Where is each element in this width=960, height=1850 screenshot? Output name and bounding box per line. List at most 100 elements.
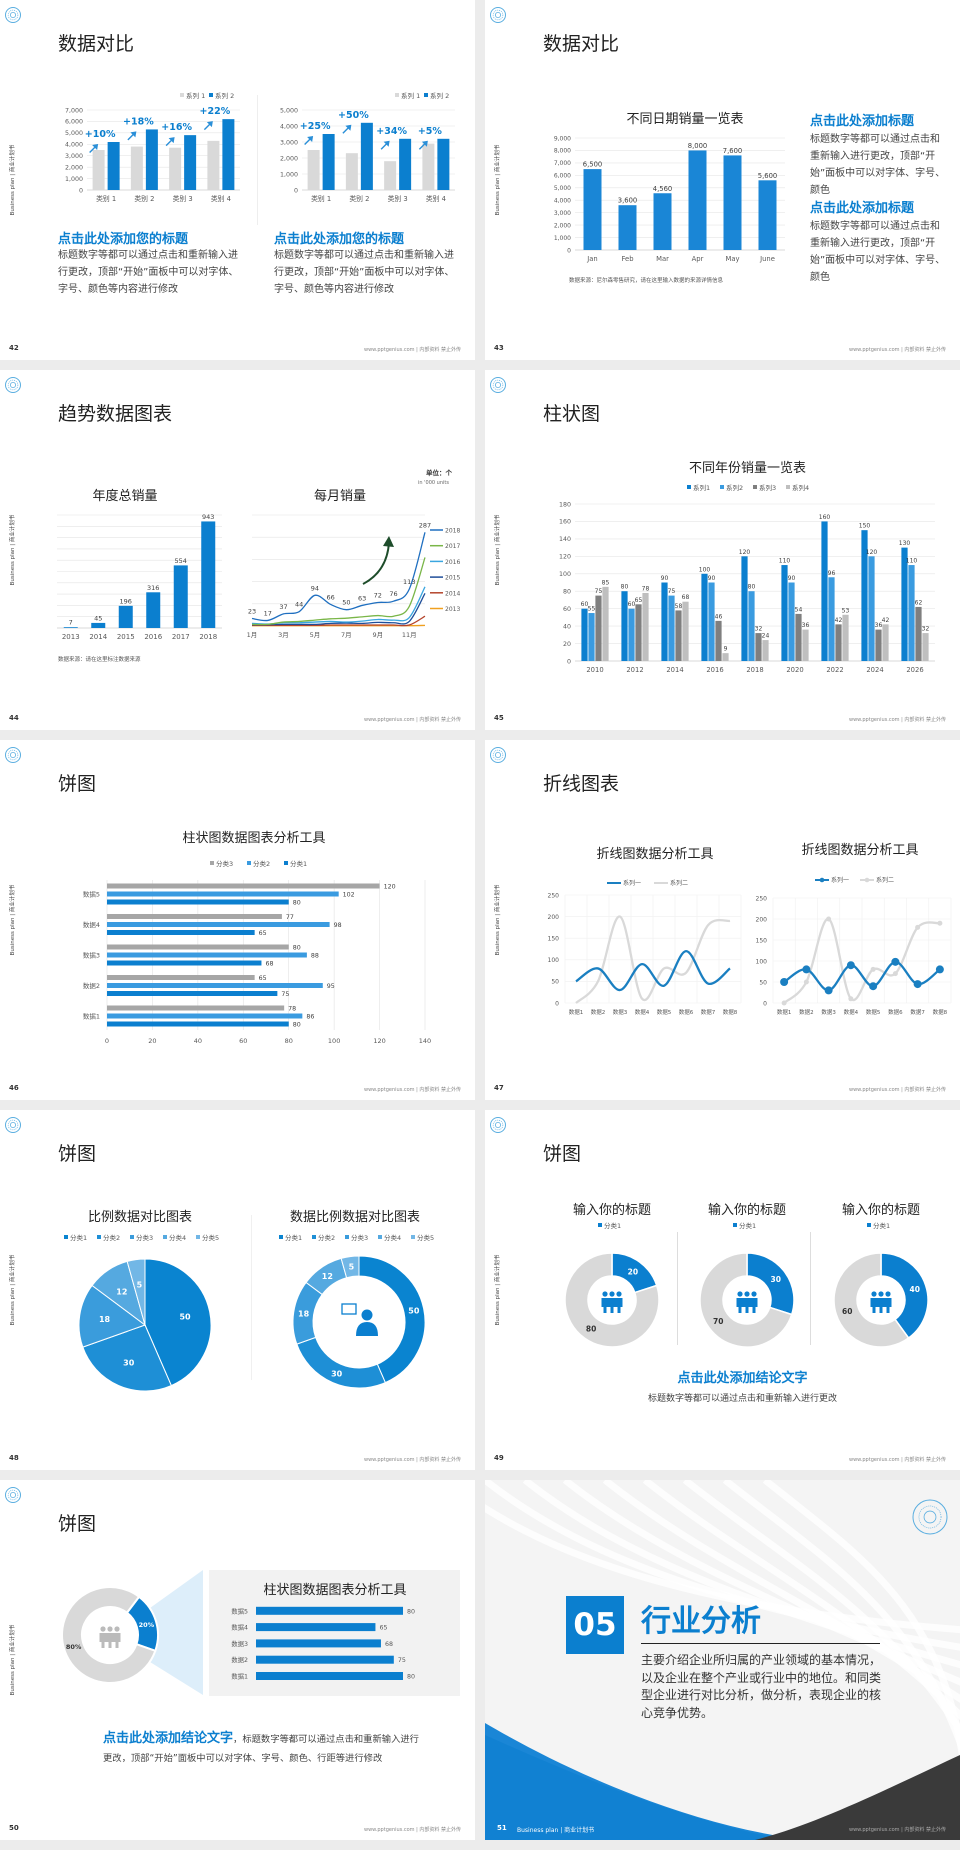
- arrow-up-right-icon: [304, 136, 314, 145]
- slide-canvas: [485, 1480, 960, 1840]
- conclusion[interactable]: 点击此处添加结论文字，标题数字等都可以通过点击和重新输入进行更改，顶部“开始”面…: [103, 1729, 421, 1768]
- y-tick-label: 200: [756, 916, 768, 923]
- data-label: 65: [259, 930, 267, 937]
- x-tick-label: 1月: [247, 631, 258, 639]
- body-1[interactable]: 标题数字等都可以通过点击和重新输入进行更改，顶部“开始”面板中可以对字体、字号、…: [810, 134, 946, 196]
- legend-swatch-icon: [279, 1235, 283, 1239]
- trend-arrowhead-icon: [383, 536, 394, 547]
- slice-label: 5: [137, 1280, 143, 1289]
- slide-51[interactable]: 05 行业分析 主要介绍企业所归属的产业领域的基本情况，以及企业在整个产业或行业…: [485, 1480, 960, 1840]
- slide-44[interactable]: 2013 7 2014 45 2015 196 2016 316 2017 554 2018 943 1…: [0, 370, 475, 730]
- data-label: 196: [120, 597, 132, 605]
- seal-ring: [492, 9, 504, 21]
- legend-swatch-icon: [598, 1223, 602, 1227]
- conclusion-body[interactable]: 标题数字等都可以通过点击和重新输入进行更改: [647, 1394, 837, 1404]
- x-tick-label: Apr: [692, 255, 704, 263]
- slide-45[interactable]: 0 20 40 60 80 100 120 140 160 180 2010 60 55 75 85 2012…: [485, 370, 960, 730]
- bar: [92, 150, 105, 190]
- right-body[interactable]: 标题数字等都可以通过点击和重新输入进行更改，顶部“开始”面板中可以对字体、字号、…: [274, 250, 455, 295]
- slide-49[interactable]: 20 80 分类1 30 70 分类1 40 60 分类1 饼图 Business plan |…: [485, 1110, 960, 1470]
- bar: [618, 205, 637, 250]
- seal-ring: [494, 381, 502, 389]
- x-tick-label: Jan: [586, 255, 597, 263]
- data-point: [781, 1000, 787, 1006]
- x-tick-label: 9月: [372, 631, 383, 639]
- conclusion-heading[interactable]: 点击此处添加结论文字: [103, 1731, 234, 1746]
- y-tick-label: 20: [563, 641, 571, 648]
- growth-label: +16%: [161, 122, 192, 133]
- bar: [788, 582, 795, 661]
- data-label: 130: [899, 540, 911, 547]
- person-head: [361, 1309, 373, 1321]
- slide-42[interactable]: 0 1,000 2,000 3,000 4,000 5,000 6,000 7,000 类别 1…: [0, 0, 475, 360]
- slide-50[interactable]: 20% 80% 数据1 80 数据2 75 数据3 68 数据4 65 数据5 80 饼图 Busin…: [0, 1480, 475, 1840]
- seal-ring: [7, 379, 19, 391]
- slide-48[interactable]: 50 30 18 12 5 50 30 18 12 5 分类1 分类2 分类3 分类4 分类5 分类1 分类2 分…: [0, 1110, 475, 1470]
- slide-46[interactable]: 0 20 40 60 80 100 120 140 数据1 78 86 80 数据2 65 95 75 数据3 8…: [0, 740, 475, 1100]
- bar: [661, 582, 668, 661]
- bar: [635, 604, 642, 661]
- chart-title: 不同年份销量一览表: [688, 461, 806, 476]
- dark-wave-shape: [755, 1755, 960, 1840]
- data-label: 7: [69, 619, 73, 627]
- bar: [437, 138, 450, 190]
- bar: [222, 119, 235, 190]
- person-head: [871, 1291, 877, 1297]
- pie-slice: [78, 1284, 147, 1348]
- data-label: 62: [915, 599, 923, 606]
- chart-title: 每月销量: [313, 489, 366, 504]
- team-people-icon: [870, 1291, 892, 1313]
- right-heading[interactable]: 点击此处添加您的标题: [274, 232, 405, 247]
- data-label: 17: [264, 609, 272, 617]
- seal-ring: [918, 1505, 942, 1529]
- slice-label: 50: [179, 1313, 191, 1322]
- x-tick-label: 类别 4: [211, 194, 231, 203]
- bar: [723, 155, 742, 250]
- seal-ring: [7, 1489, 19, 1501]
- slide-43[interactable]: 0 1,000 2,000 3,000 4,000 5,000 6,000 7,000 8,00…: [485, 0, 960, 360]
- seal-ring: [5, 7, 21, 23]
- heading-1[interactable]: 点击此处添加标题: [810, 114, 915, 129]
- x-tick-label: 80: [285, 1037, 293, 1045]
- data-label: 46: [715, 613, 723, 620]
- conclusion-body[interactable]: ，标题数字等都可以通过点击和重新输入进行更改，顶部“开始”面板中可以对字体、字号…: [103, 1734, 419, 1764]
- legend-label: 2014: [445, 590, 460, 597]
- x-tick-label: 数据8: [933, 1008, 948, 1016]
- bar: [628, 608, 635, 661]
- bar: [795, 613, 802, 661]
- section-body[interactable]: 主要介绍企业所归属的产业领域的基本情况，以及企业在整个产业或行业中的地位。和同类…: [641, 1653, 882, 1720]
- left-body[interactable]: 标题数字等都可以通过点击和重新输入进行更改，顶部“开始”面板中可以对字体、字号、…: [58, 250, 239, 295]
- data-label: 96: [828, 570, 836, 577]
- body-2[interactable]: 标题数字等都可以通过点击和重新输入进行更改，顶部“开始”面板中可以对字体、字号、…: [810, 221, 946, 283]
- bar: [107, 1021, 289, 1027]
- growth-label: +22%: [200, 106, 231, 117]
- x-tick-label: 数据7: [910, 1008, 925, 1016]
- left-heading[interactable]: 点击此处添加您的标题: [58, 232, 189, 247]
- team-people-icon: [601, 1291, 623, 1313]
- slice-label: 70: [713, 1317, 723, 1326]
- legend-swatch-icon: [180, 93, 184, 97]
- data-label: 80: [748, 584, 756, 591]
- bar: [107, 914, 282, 919]
- heading-2[interactable]: 点击此处添加标题: [810, 201, 915, 216]
- x-tick-label: 100: [328, 1037, 340, 1045]
- slide-47[interactable]: 0 50 100 150 200 250 数据1 数据2 数据3 数据4 数据5 数据6 数据7 数据8 系…: [485, 740, 960, 1100]
- data-label: 66: [326, 593, 334, 601]
- seal-ring: [9, 1121, 17, 1129]
- side-label: Business plan | 商业计划书: [495, 144, 501, 216]
- y-tick-label: 100: [756, 958, 768, 965]
- bar: [588, 613, 595, 661]
- y-tick-label: 80: [563, 589, 571, 596]
- data-label: 55: [588, 606, 596, 613]
- data-point: [891, 957, 900, 966]
- y-category-label: 数据4: [231, 1623, 248, 1632]
- section-number: 05: [566, 1596, 624, 1654]
- legend-label: 分类3: [351, 1233, 368, 1242]
- data-label: 6,500: [583, 161, 602, 169]
- conclusion-heading[interactable]: 点击此处添加结论文字: [677, 1371, 808, 1386]
- legend-label: 分类1: [873, 1221, 890, 1230]
- legend-swatch-icon: [196, 1235, 200, 1239]
- footer-text: www.pptgenius.com | 内部资料 禁止外传: [363, 1457, 461, 1463]
- bar: [107, 991, 278, 996]
- seal-ring: [9, 751, 17, 759]
